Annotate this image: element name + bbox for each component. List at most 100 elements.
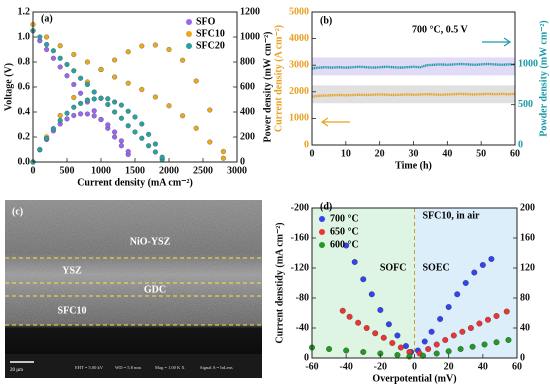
- data-point: [389, 340, 396, 346]
- voltage-point: [91, 89, 97, 95]
- scale-bar-label: 20 µm: [10, 368, 23, 373]
- y-tick-label: 3000: [289, 59, 309, 70]
- sem-info: Mag = 1.00 K X: [155, 365, 185, 370]
- y-tick-label: 0: [304, 139, 309, 150]
- y-tick-label: 0.0: [18, 156, 31, 167]
- data-point: [403, 343, 409, 349]
- panel-label: (d): [320, 201, 332, 212]
- annotation: SOEC: [423, 262, 450, 273]
- voltage-point: [139, 135, 145, 141]
- data-point: [437, 316, 444, 322]
- y2-tick-label: 1000: [240, 31, 260, 42]
- data-point: [476, 320, 483, 327]
- data-point: [493, 313, 500, 319]
- data-point: [454, 291, 461, 298]
- y2-tick-label: 1000: [518, 59, 538, 70]
- annotation: SFC10, in air: [423, 210, 481, 221]
- voltage-point: [105, 101, 111, 108]
- voltage-point: [139, 86, 145, 93]
- power-point: [91, 96, 97, 102]
- data-point: [493, 339, 500, 346]
- y-tick-label: 1000: [289, 113, 309, 124]
- x-tick-label: -20: [374, 361, 387, 372]
- y-tick-label: -200: [291, 202, 309, 213]
- annotation: SOFC: [380, 262, 407, 273]
- power-point: [152, 42, 158, 48]
- arrow: [320, 117, 350, 127]
- data-line: [311, 92, 516, 98]
- y2-tick-label: 0: [520, 352, 525, 363]
- power-point: [159, 154, 165, 160]
- voltage-point: [112, 109, 118, 115]
- power-point: [105, 96, 111, 102]
- annotation: 700 °C, 0.5 V: [412, 24, 469, 35]
- voltage-point: [118, 143, 124, 149]
- x-tick-label: 40: [478, 361, 488, 372]
- y2-axis-title: Powder density (mW cm⁻²): [538, 20, 549, 137]
- power-point: [71, 104, 77, 110]
- data-point: [339, 307, 346, 314]
- power-point: [125, 108, 131, 114]
- power-point: [125, 148, 131, 155]
- power-point: [98, 116, 104, 123]
- data-point: [363, 325, 370, 331]
- data-point: [485, 316, 491, 323]
- data-point: [377, 307, 384, 313]
- data-point: [467, 325, 474, 331]
- y-tick-label: 0.6: [18, 81, 31, 92]
- y2-tick-label: 1200: [240, 6, 260, 17]
- sem-info: WD = 5.8 mm: [115, 365, 142, 370]
- voltage-point: [44, 41, 50, 48]
- power-point: [91, 113, 97, 119]
- power-point: [112, 57, 118, 63]
- voltage-point: [112, 74, 118, 80]
- x-tick-label: 40: [442, 148, 452, 159]
- y-tick-label: 5000: [289, 6, 309, 17]
- x-tick-label: 2500: [193, 165, 213, 176]
- data-point: [462, 280, 469, 286]
- voltage-point: [193, 125, 199, 131]
- x-axis-title: Time (h): [395, 160, 432, 171]
- power-point: [105, 122, 111, 128]
- data-point: [445, 304, 452, 310]
- power-point: [118, 138, 124, 144]
- data-point: [380, 334, 387, 341]
- x-tick-label: 30: [409, 148, 419, 159]
- sem-texture: [5, 200, 262, 325]
- legend-marker: [186, 43, 192, 49]
- x-tick-label: 1500: [125, 165, 145, 176]
- data-point: [343, 242, 350, 249]
- data-point: [425, 346, 432, 352]
- x-tick-label: 20: [444, 361, 454, 372]
- y-axis-title: Voltage (V): [3, 63, 14, 111]
- y-tick-label: 0.8: [18, 56, 31, 67]
- y-tick-label: -160: [291, 232, 309, 243]
- power-point: [84, 111, 90, 117]
- legend-label: SFC10: [196, 28, 225, 39]
- sem-info: EHT = 5.00 kV: [75, 365, 104, 370]
- panel-label: (b): [320, 15, 332, 26]
- data-point: [385, 321, 392, 328]
- power-point: [78, 100, 84, 106]
- voltage-point: [112, 134, 118, 140]
- voltage-point: [125, 80, 131, 86]
- voltage-point: [37, 34, 43, 40]
- y2-tick-label: 0: [518, 139, 523, 150]
- data-point: [428, 328, 435, 335]
- power-point: [220, 148, 226, 155]
- layer-label: YSZ: [62, 265, 82, 276]
- voltage-point: [50, 48, 56, 54]
- power-point: [193, 78, 199, 84]
- power-point: [71, 112, 77, 119]
- y2-tick-label: 400: [240, 106, 255, 117]
- y-axis-title: Current denstidy (mA cm⁻²): [274, 222, 285, 343]
- data-point: [469, 343, 476, 350]
- y-tick-label: 0.2: [18, 131, 31, 142]
- data-point: [503, 308, 510, 315]
- sem-info: Signal A = InLens: [200, 365, 233, 370]
- voltage-point: [44, 46, 50, 53]
- x-axis-title: Current density (mA cm⁻²): [77, 177, 193, 188]
- y-axis-title: Current density (A cm⁻²): [273, 25, 284, 132]
- y2-tick-label: 160: [520, 232, 535, 243]
